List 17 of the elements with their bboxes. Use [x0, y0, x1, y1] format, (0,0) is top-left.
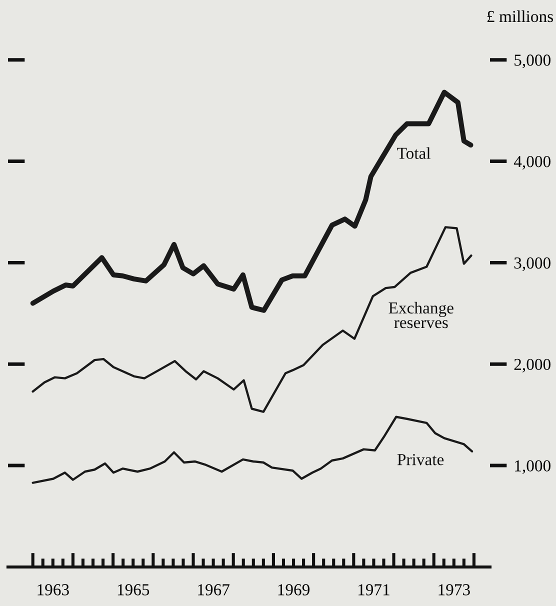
line-series [32, 416, 474, 484]
y-tick-label: 3,000 [514, 257, 550, 272]
x-tick-label: 1963 [38, 584, 69, 596]
line-series [32, 226, 472, 413]
y-tick-label: 1,000 [515, 460, 550, 474]
x-tick-label: 1967 [198, 584, 230, 596]
y-tick-label: 5,000 [514, 54, 550, 68]
series-label: Exchange reserves [388, 302, 454, 328]
x-tick-label: 1973 [438, 584, 470, 596]
y-tick-label: 4,000 [514, 156, 550, 170]
y-tick-label: 2,000 [514, 358, 550, 372]
series-label: Private [397, 454, 444, 466]
y-axis-title: £ millions [487, 10, 553, 22]
x-tick-label: 1971 [358, 584, 390, 596]
series-label: Total [397, 147, 430, 159]
x-tick-label: 1969 [278, 584, 310, 596]
x-tick-label: 1965 [118, 584, 150, 596]
